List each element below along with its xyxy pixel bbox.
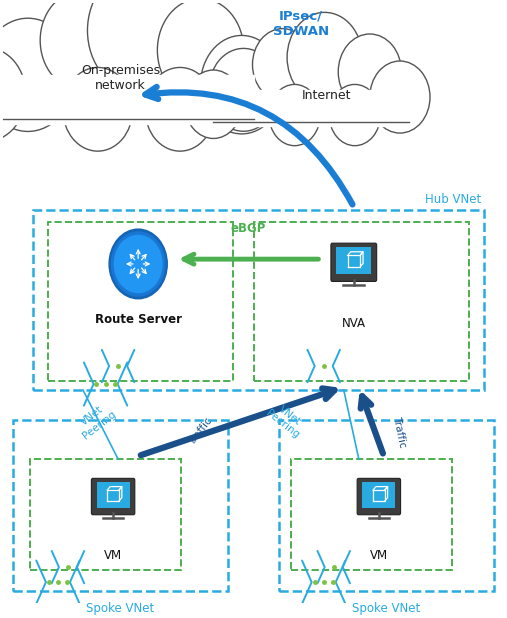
Circle shape <box>88 0 190 92</box>
Text: Traffic: Traffic <box>187 417 214 447</box>
Bar <box>204 90 409 126</box>
FancyBboxPatch shape <box>96 482 130 508</box>
Bar <box>0 75 254 124</box>
FancyBboxPatch shape <box>91 478 135 515</box>
Text: Route Server: Route Server <box>95 313 182 326</box>
FancyBboxPatch shape <box>331 243 377 281</box>
Text: Hub VNet: Hub VNet <box>425 193 482 206</box>
Circle shape <box>185 70 242 138</box>
Circle shape <box>252 28 313 101</box>
Circle shape <box>112 232 165 296</box>
Circle shape <box>269 85 320 146</box>
Text: Internet: Internet <box>302 90 351 103</box>
Circle shape <box>329 85 380 146</box>
Text: eBGP: eBGP <box>231 222 266 235</box>
Circle shape <box>209 48 278 131</box>
Text: VNet
Peering: VNet Peering <box>74 399 118 441</box>
Circle shape <box>114 235 162 292</box>
FancyBboxPatch shape <box>336 247 371 274</box>
Text: Spoke VNet: Spoke VNet <box>352 602 420 615</box>
Circle shape <box>0 18 75 132</box>
Circle shape <box>338 34 402 109</box>
Circle shape <box>145 67 215 151</box>
Circle shape <box>201 35 283 134</box>
Text: Traffic: Traffic <box>391 415 407 449</box>
Text: VM: VM <box>104 549 122 562</box>
Text: VNet
Peering: VNet Peering <box>264 399 308 441</box>
FancyBboxPatch shape <box>363 482 395 508</box>
Circle shape <box>0 48 26 142</box>
Circle shape <box>40 0 122 90</box>
FancyBboxPatch shape <box>357 478 401 515</box>
Circle shape <box>109 229 167 298</box>
Text: VM: VM <box>370 549 388 562</box>
Text: Spoke VNet: Spoke VNet <box>87 602 155 615</box>
Circle shape <box>370 61 430 133</box>
Text: NVA: NVA <box>342 317 366 330</box>
Circle shape <box>63 67 133 151</box>
Circle shape <box>287 12 363 103</box>
Text: On-premises
network: On-premises network <box>81 64 160 92</box>
Circle shape <box>157 0 244 102</box>
Text: IPsec/
SDWAN: IPsec/ SDWAN <box>273 10 329 38</box>
